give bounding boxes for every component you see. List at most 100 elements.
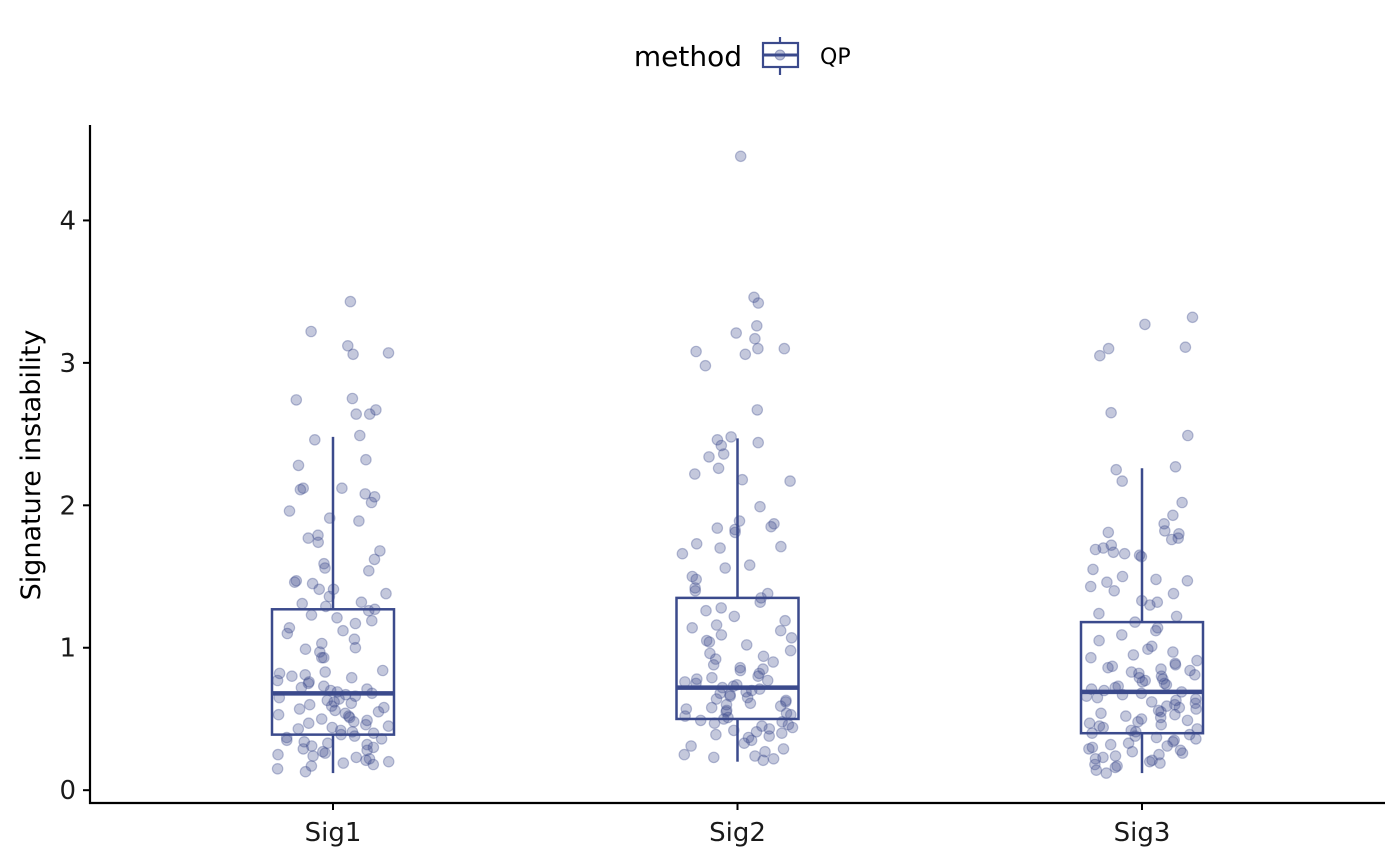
point-sig2	[690, 677, 702, 690]
point-sig3	[1167, 509, 1179, 522]
point-sig3	[1183, 728, 1196, 741]
point-sig2	[709, 653, 722, 665]
point-sig1	[349, 690, 362, 702]
plot-area	[270, 150, 1205, 779]
point-sig2	[775, 540, 787, 553]
point-sig1	[317, 680, 330, 692]
point-sig1	[288, 576, 301, 588]
point-sig1	[319, 562, 331, 574]
point-sig1	[361, 744, 373, 757]
point-sig2	[729, 526, 741, 539]
point-sig3	[1155, 718, 1167, 731]
point-sig3	[1093, 607, 1105, 620]
point-sig2	[736, 473, 749, 486]
point-sig2	[774, 624, 787, 637]
point-sig2	[712, 462, 725, 475]
point-sig1	[280, 731, 293, 744]
point-sig1	[368, 553, 381, 566]
point-sig2	[779, 696, 792, 708]
point-sig1	[346, 725, 359, 738]
point-sig2	[777, 743, 790, 755]
point-sig3	[1109, 761, 1122, 774]
point-sig1	[295, 681, 308, 694]
point-sig2	[745, 684, 758, 697]
point-sig1	[294, 483, 307, 496]
point-sig1	[273, 667, 286, 680]
point-sig1	[375, 733, 388, 745]
point-sig3	[1083, 743, 1095, 755]
point-sig1	[382, 720, 395, 732]
point-sig1	[336, 482, 348, 494]
point-sig2	[767, 656, 779, 668]
point-sig1	[292, 459, 305, 472]
point-sig1	[312, 529, 324, 541]
point-sig2	[786, 721, 799, 734]
point-sig3	[1167, 587, 1180, 600]
point-sig3	[1126, 745, 1139, 758]
point-sig1	[308, 433, 321, 446]
point-sig2	[757, 754, 769, 767]
point-sig1	[343, 711, 356, 724]
point-sig3	[1102, 526, 1115, 539]
point-sig3	[1189, 668, 1201, 681]
point-sig3	[1176, 747, 1189, 759]
point-sig1	[331, 611, 343, 624]
point-sig3	[1139, 318, 1151, 331]
point-sig3	[1144, 599, 1156, 611]
point-sig2	[752, 342, 764, 355]
point-sig2	[703, 451, 715, 463]
point-sig3	[1181, 714, 1194, 727]
box-sig1	[270, 608, 396, 736]
point-sig1	[363, 752, 376, 765]
point-sig2	[690, 537, 703, 550]
point-sig2	[749, 332, 761, 345]
x-tick-label-sig3: Sig3	[1114, 818, 1171, 848]
point-sig3	[1083, 717, 1096, 729]
point-sig3	[1100, 767, 1113, 779]
point-sig3	[1111, 760, 1123, 772]
point-sig2	[757, 650, 770, 663]
point-sig1	[353, 515, 365, 527]
point-sig1	[365, 614, 378, 627]
point-sig1	[362, 604, 375, 617]
point-sig3	[1167, 646, 1179, 658]
point-sig2	[780, 694, 792, 707]
point-sig1	[359, 488, 371, 500]
point-sig3	[1097, 542, 1110, 554]
point-sig2	[776, 715, 788, 728]
point-sig2	[782, 718, 795, 731]
point-sig3	[1169, 708, 1181, 721]
point-sig2	[753, 667, 766, 680]
point-sig2	[720, 704, 733, 717]
point-sig1	[305, 740, 318, 752]
point-sig2	[714, 687, 726, 700]
point-sig3	[1118, 547, 1131, 560]
point-sig2	[720, 705, 732, 718]
point-sig2	[708, 717, 721, 729]
point-sig1	[293, 703, 306, 715]
point-sig3	[1169, 698, 1181, 711]
point-sig3	[1167, 735, 1179, 748]
point-sig3	[1109, 681, 1121, 694]
point-sig3	[1155, 663, 1167, 675]
x-tick-label-sig2: Sig2	[709, 818, 766, 848]
point-sig3	[1106, 660, 1119, 673]
point-sig1	[367, 727, 380, 739]
point-sig2	[778, 342, 791, 355]
point-sig1	[367, 741, 380, 754]
point-sig3	[1169, 460, 1182, 473]
point-sig2	[752, 670, 764, 682]
point-sig3	[1104, 738, 1117, 751]
point-sig3	[1094, 349, 1106, 362]
point-sig1	[350, 751, 363, 764]
point-sig1	[365, 496, 378, 509]
point-sig1	[353, 429, 366, 442]
point-sig2	[734, 661, 746, 674]
point-sig3	[1150, 731, 1163, 744]
point-sig3	[1120, 710, 1132, 722]
point-sig1	[290, 394, 303, 406]
point-sig1	[361, 738, 373, 751]
point-sig1	[368, 603, 381, 616]
point-sig1	[349, 617, 362, 630]
